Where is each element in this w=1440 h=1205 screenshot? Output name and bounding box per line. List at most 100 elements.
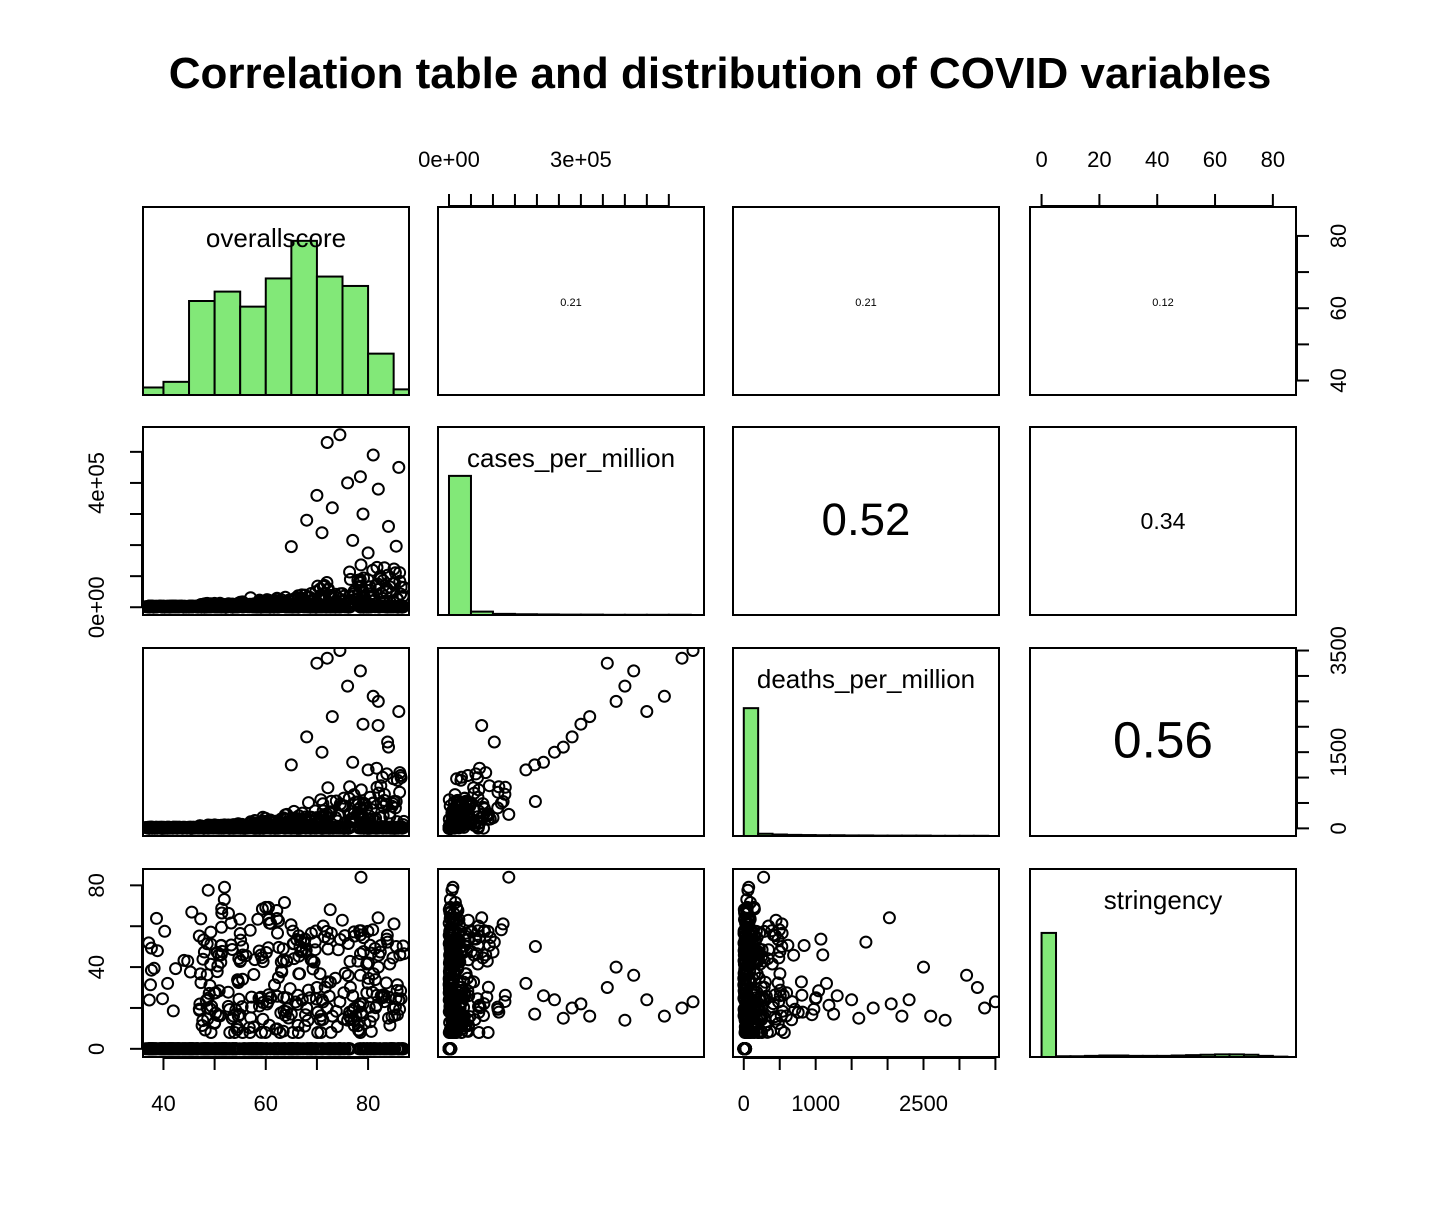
data-point [389,918,400,929]
data-point [301,515,312,526]
histogram-bar [343,286,369,395]
panel-stringency-overallscore [140,869,409,1057]
data-point [356,872,367,883]
tick-label: 0 [1326,822,1351,834]
data-point [821,978,832,989]
panel-border [733,869,999,1057]
data-point [602,982,613,993]
data-point [904,994,915,1005]
scatter-stringency-vs-deaths_per_million [738,872,1001,1055]
data-point [796,976,807,987]
scatter-cases_per_million-vs-overallscore [140,429,409,612]
histogram-bar [368,354,394,395]
data-point [503,872,514,883]
data-point [203,885,214,896]
tick-label: 40 [1145,147,1169,172]
variable-label-overallscore: overallscore [206,223,346,253]
scatter-deaths_per_million-vs-cases_per_million [444,645,699,834]
data-point [235,928,246,939]
data-point [334,645,345,656]
panel-stringency-stringency: stringency [1030,869,1296,1057]
data-point [334,996,345,1007]
histogram-cases_per_million [449,476,691,615]
tick-label: 80 [1261,147,1285,172]
tick-label: 3500 [1326,626,1351,675]
data-point [186,907,197,918]
data-point [799,940,810,951]
data-point [358,719,369,730]
histogram-bar [189,301,215,395]
panel-overallscore-cases_per_million: 0.21 [438,207,704,395]
histogram-bar [240,307,266,395]
histogram-overallscore [138,241,419,395]
data-point [303,797,314,808]
scatter-stringency-vs-overallscore [140,872,409,1055]
histogram-bar [266,278,292,395]
data-point [884,912,895,923]
histogram-bar [291,241,317,395]
data-point [325,904,336,915]
data-point [272,928,283,939]
data-point [611,962,622,973]
data-point [489,737,500,748]
correlation-value: 0.34 [1141,508,1186,534]
data-point [503,809,514,820]
data-point [286,541,297,552]
data-point [868,1003,879,1014]
histogram-bar [215,292,241,395]
data-point [628,970,639,981]
data-point [157,993,168,1004]
data-point [860,937,871,948]
data-point [972,982,983,993]
data-point [373,720,384,731]
tick-label: 80 [84,873,109,897]
data-point [677,1003,688,1014]
variable-label-cases_per_million: cases_per_million [467,443,675,473]
panel-stringency-cases_per_million [438,869,704,1057]
data-point [170,963,181,974]
data-point [688,996,699,1007]
histogram-bar [1042,933,1056,1057]
data-point [788,950,799,961]
data-point [619,1015,630,1026]
tick-label: 60 [1203,147,1227,172]
data-point [530,796,541,807]
data-point [322,782,333,793]
data-point [918,962,929,973]
histogram-deaths_per_million [744,708,988,836]
variable-label-deaths_per_million: deaths_per_million [757,664,975,694]
panel-border [438,869,704,1057]
panel-overallscore-overallscore: overallscore [138,207,419,395]
data-point [311,658,322,669]
correlation-value: 0.12 [1152,297,1173,309]
panel-deaths_per_million-stringency: 0.56 [1030,648,1296,836]
data-point [317,527,328,538]
data-point [327,711,338,722]
data-point [558,1013,569,1024]
data-point [886,998,897,1009]
data-point [327,502,338,513]
data-point [347,757,358,768]
data-point [322,653,333,664]
tick-label: 1500 [1326,728,1351,777]
histogram-bar [744,708,758,836]
tick-label: 4e+05 [84,452,109,514]
axis-left-cases_per_million: 0e+00 4e+05 [84,452,142,638]
data-point [317,747,328,758]
data-point [549,747,560,758]
data-point [659,1011,670,1022]
data-point [619,681,630,692]
data-point [159,926,170,937]
data-point [846,994,857,1005]
data-point [529,1009,540,1020]
tick-label: 0e+00 [84,576,109,638]
correlation-value: 0.52 [822,494,911,545]
data-point [520,978,531,989]
variable-label-stringency: stringency [1104,885,1223,915]
data-point [925,1011,936,1022]
data-point [628,665,639,676]
data-point [145,979,156,990]
